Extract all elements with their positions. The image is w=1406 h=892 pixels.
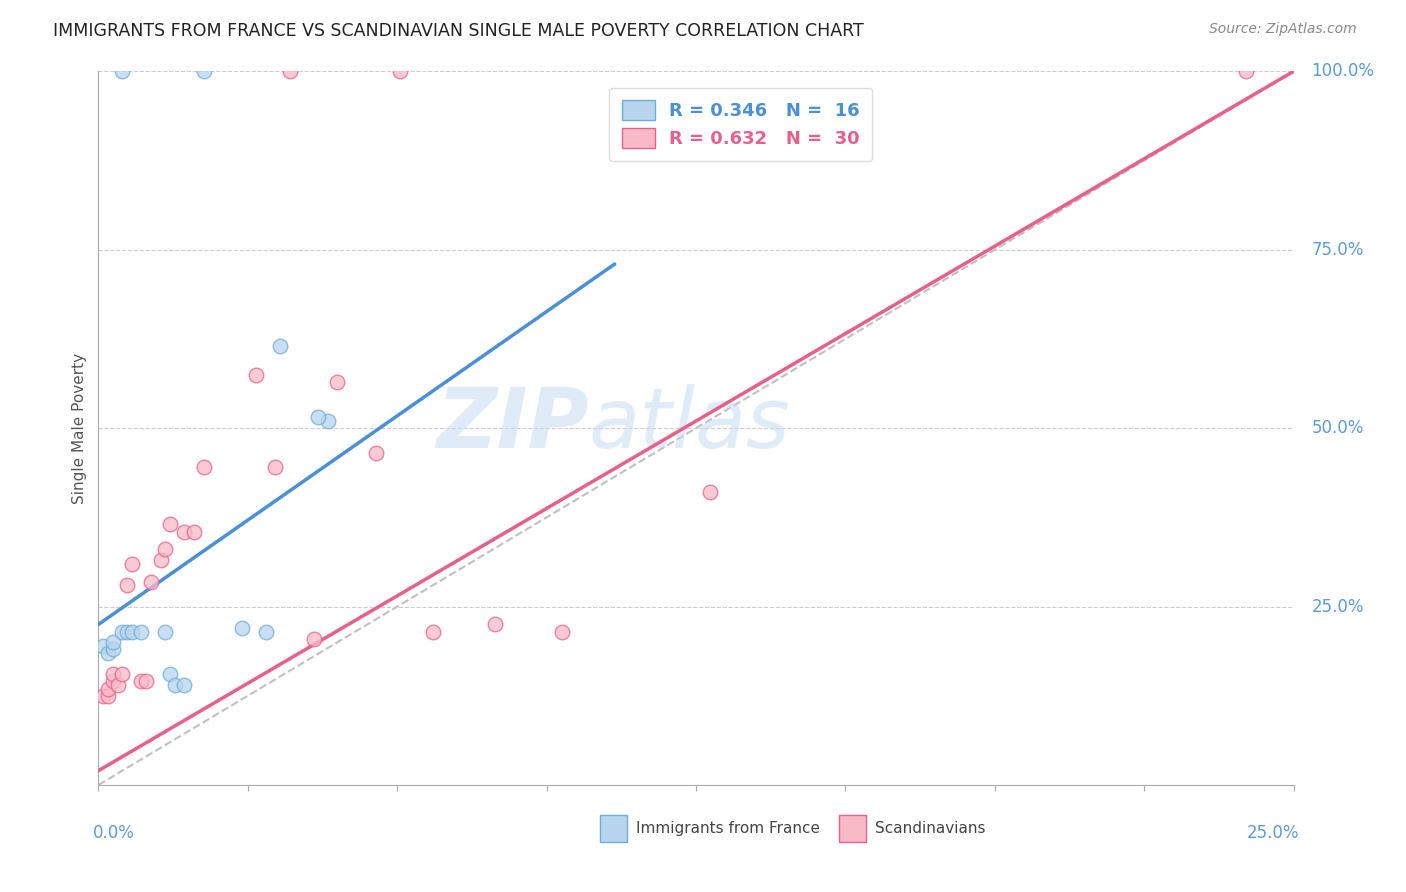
Point [97, 646, 120, 660]
Point [254, 624, 277, 639]
Point [111, 667, 134, 681]
Point [245, 368, 267, 382]
Point [302, 632, 325, 646]
Point [364, 446, 387, 460]
Point [111, 624, 134, 639]
Point [551, 624, 574, 639]
Point [316, 414, 339, 428]
Point [173, 524, 195, 539]
Point [115, 578, 138, 592]
Point [131, 624, 153, 639]
Text: 25.0%: 25.0% [1312, 598, 1364, 615]
Legend: R = 0.346   N =  16, R = 0.632   N =  30: R = 0.346 N = 16, R = 0.632 N = 30 [609, 87, 872, 161]
Point [91, 689, 114, 703]
Point [101, 674, 124, 689]
FancyBboxPatch shape [839, 815, 866, 842]
Point [278, 64, 301, 78]
Text: IMMIGRANTS FROM FRANCE VS SCANDINAVIAN SINGLE MALE POVERTY CORRELATION CHART: IMMIGRANTS FROM FRANCE VS SCANDINAVIAN S… [53, 22, 865, 40]
Point [101, 667, 124, 681]
Text: ZIP: ZIP [436, 384, 589, 465]
Point [159, 517, 181, 532]
Text: 100.0%: 100.0% [1312, 62, 1375, 80]
Point [269, 339, 291, 353]
FancyBboxPatch shape [600, 815, 627, 842]
Point [101, 642, 124, 657]
Text: 0.0%: 0.0% [93, 824, 135, 842]
Point [155, 542, 177, 557]
Point [97, 689, 120, 703]
Point [231, 621, 253, 635]
Y-axis label: Single Male Poverty: Single Male Poverty [72, 352, 87, 504]
Point [307, 410, 329, 425]
Point [121, 624, 143, 639]
Point [149, 553, 172, 567]
Point [1234, 64, 1257, 78]
Point [91, 639, 114, 653]
Text: 75.0%: 75.0% [1312, 241, 1364, 259]
Point [107, 678, 129, 692]
Point [121, 557, 143, 571]
Point [155, 624, 177, 639]
Point [193, 64, 215, 78]
Point [111, 64, 134, 78]
Text: 50.0%: 50.0% [1312, 419, 1364, 437]
Point [101, 635, 124, 649]
Point [159, 667, 181, 681]
Point [422, 624, 444, 639]
Point [183, 524, 205, 539]
Text: atlas: atlas [589, 384, 790, 465]
Point [135, 674, 157, 689]
Point [326, 375, 349, 389]
Point [699, 485, 721, 500]
Text: Source: ZipAtlas.com: Source: ZipAtlas.com [1209, 22, 1357, 37]
Point [163, 678, 186, 692]
Point [97, 681, 120, 696]
Point [484, 617, 506, 632]
Point [264, 460, 287, 475]
Point [388, 64, 411, 78]
Text: Immigrants from France: Immigrants from France [637, 821, 820, 836]
Point [139, 574, 162, 589]
Point [193, 460, 215, 475]
Point [115, 624, 138, 639]
Text: 25.0%: 25.0% [1247, 824, 1299, 842]
Point [131, 674, 153, 689]
Text: Scandinavians: Scandinavians [876, 821, 986, 836]
Point [173, 678, 195, 692]
